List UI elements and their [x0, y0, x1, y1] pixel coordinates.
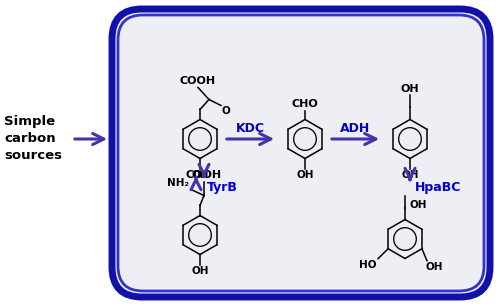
- Text: HO: HO: [358, 260, 376, 270]
- Text: Simple
carbon
sources: Simple carbon sources: [4, 115, 62, 162]
- Text: OH: OH: [296, 170, 314, 181]
- Text: KDC: KDC: [236, 122, 265, 135]
- Text: CHO: CHO: [292, 99, 318, 110]
- Text: COOH: COOH: [180, 76, 216, 87]
- Text: OH: OH: [400, 84, 419, 94]
- Text: HpaBC: HpaBC: [415, 181, 462, 193]
- Text: NH₂: NH₂: [167, 178, 189, 188]
- Text: OH: OH: [401, 170, 418, 181]
- Text: OH: OH: [426, 262, 444, 272]
- Text: OH: OH: [191, 266, 209, 277]
- Text: ADH: ADH: [340, 122, 370, 135]
- Text: OH: OH: [409, 200, 426, 211]
- Text: TyrB: TyrB: [207, 181, 238, 193]
- Text: OH: OH: [191, 170, 209, 181]
- Text: COOH: COOH: [186, 170, 222, 181]
- Text: O: O: [222, 107, 230, 116]
- FancyBboxPatch shape: [112, 9, 490, 297]
